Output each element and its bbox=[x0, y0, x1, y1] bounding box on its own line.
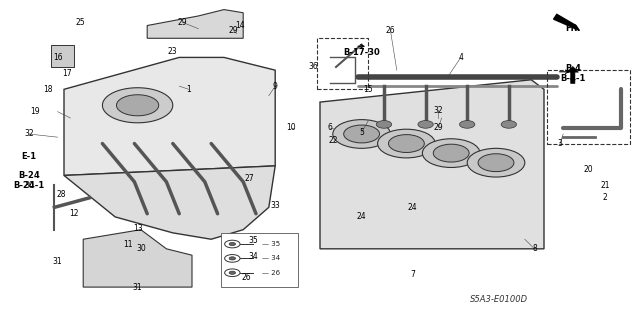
Text: 30: 30 bbox=[136, 244, 146, 253]
Polygon shape bbox=[83, 230, 192, 287]
Text: — 34: — 34 bbox=[262, 256, 280, 261]
Polygon shape bbox=[51, 45, 74, 67]
Polygon shape bbox=[147, 10, 243, 38]
Circle shape bbox=[225, 269, 240, 277]
Text: 30: 30 bbox=[24, 181, 34, 189]
Text: 24: 24 bbox=[356, 212, 367, 221]
Text: 1: 1 bbox=[186, 85, 191, 94]
Text: 36: 36 bbox=[308, 63, 319, 71]
Text: 24: 24 bbox=[408, 203, 418, 212]
Text: 23: 23 bbox=[168, 47, 178, 56]
Text: E-1: E-1 bbox=[21, 152, 36, 161]
Polygon shape bbox=[64, 166, 275, 239]
Text: 31: 31 bbox=[132, 283, 143, 292]
Bar bbox=[221, 233, 298, 287]
Text: B-17-30: B-17-30 bbox=[343, 48, 380, 57]
Text: 4: 4 bbox=[458, 53, 463, 62]
Polygon shape bbox=[116, 95, 159, 116]
Circle shape bbox=[333, 120, 390, 148]
Text: 29: 29 bbox=[228, 26, 239, 35]
Circle shape bbox=[225, 240, 240, 248]
Text: 34: 34 bbox=[248, 252, 258, 261]
Circle shape bbox=[501, 121, 516, 128]
Text: 35: 35 bbox=[248, 236, 258, 245]
Text: 8: 8 bbox=[532, 244, 537, 253]
Circle shape bbox=[422, 139, 480, 167]
Text: 18: 18 bbox=[44, 85, 52, 94]
Text: 12: 12 bbox=[69, 209, 78, 218]
Text: 16: 16 bbox=[52, 53, 63, 62]
Text: B-24
B-24-1: B-24 B-24-1 bbox=[13, 171, 44, 190]
Circle shape bbox=[467, 148, 525, 177]
Text: 11: 11 bbox=[124, 240, 132, 249]
Polygon shape bbox=[320, 80, 544, 249]
Text: 10: 10 bbox=[286, 123, 296, 132]
Text: 27: 27 bbox=[244, 174, 255, 183]
Text: 20: 20 bbox=[584, 165, 594, 174]
Text: 19: 19 bbox=[30, 107, 40, 116]
Circle shape bbox=[478, 154, 514, 172]
Text: 31: 31 bbox=[52, 257, 63, 266]
Polygon shape bbox=[64, 57, 275, 175]
Text: 22: 22 bbox=[328, 136, 337, 145]
Polygon shape bbox=[554, 14, 579, 30]
Text: S5A3-E0100D: S5A3-E0100D bbox=[470, 295, 528, 304]
Text: 2: 2 bbox=[602, 193, 607, 202]
Text: 26: 26 bbox=[241, 273, 252, 282]
Text: 29: 29 bbox=[433, 123, 444, 132]
Text: — 35: — 35 bbox=[262, 241, 280, 247]
Circle shape bbox=[376, 121, 392, 128]
Circle shape bbox=[418, 121, 433, 128]
Text: 29: 29 bbox=[177, 18, 188, 27]
Text: 32: 32 bbox=[433, 106, 444, 115]
Text: 9: 9 bbox=[273, 82, 278, 91]
Text: 13: 13 bbox=[132, 224, 143, 233]
Text: 15: 15 bbox=[363, 85, 373, 94]
Circle shape bbox=[225, 255, 240, 262]
Text: 21: 21 bbox=[600, 181, 609, 189]
Circle shape bbox=[378, 129, 435, 158]
Text: 5: 5 bbox=[359, 128, 364, 137]
Text: 14: 14 bbox=[235, 21, 245, 30]
Circle shape bbox=[229, 257, 236, 260]
Text: 7: 7 bbox=[410, 270, 415, 279]
Circle shape bbox=[229, 271, 236, 274]
Text: 32: 32 bbox=[24, 130, 34, 138]
Circle shape bbox=[388, 135, 424, 152]
Polygon shape bbox=[102, 88, 173, 123]
Text: 25: 25 bbox=[75, 18, 85, 27]
Circle shape bbox=[433, 144, 469, 162]
Circle shape bbox=[344, 125, 380, 143]
Text: 17: 17 bbox=[62, 69, 72, 78]
Text: 6: 6 bbox=[327, 123, 332, 132]
Text: B-4
B-4-1: B-4 B-4-1 bbox=[560, 64, 586, 83]
Text: 3: 3 bbox=[557, 139, 563, 148]
Text: — 26: — 26 bbox=[262, 270, 280, 276]
Circle shape bbox=[460, 121, 475, 128]
Circle shape bbox=[229, 242, 236, 246]
Text: FR.: FR. bbox=[565, 24, 580, 33]
Text: 26: 26 bbox=[385, 26, 396, 35]
Text: 33: 33 bbox=[270, 201, 280, 210]
Text: 28: 28 bbox=[56, 190, 65, 199]
